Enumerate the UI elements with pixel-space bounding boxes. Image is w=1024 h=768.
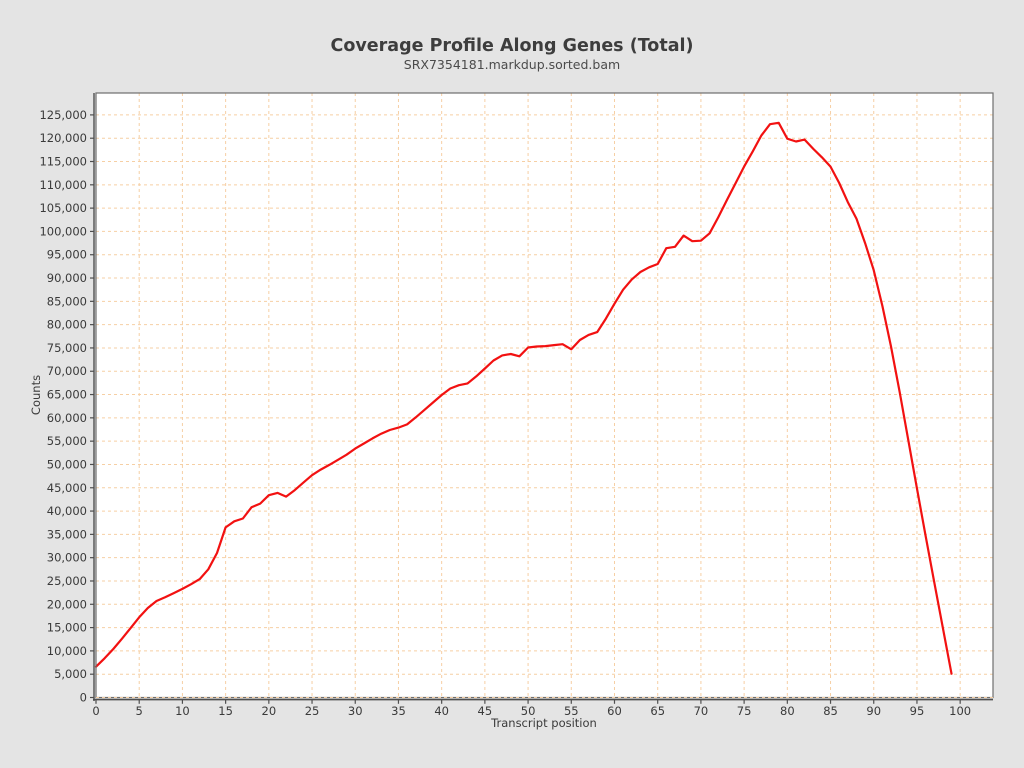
y-tick-label: 70,000 [47, 364, 87, 378]
plot-border [95, 92, 994, 699]
y-tick-label: 55,000 [47, 434, 87, 448]
y-tick-label: 120,000 [39, 131, 87, 145]
x-tick-label: 20 [262, 704, 277, 718]
x-tick-label: 65 [650, 704, 665, 718]
x-tick-label: 10 [175, 704, 190, 718]
x-tick-label: 60 [607, 704, 622, 718]
x-tick-label: 45 [478, 704, 493, 718]
y-tick-label: 100,000 [39, 224, 87, 238]
plot-area [96, 93, 993, 698]
y-tick-label: 10,000 [47, 644, 87, 658]
x-tick-label: 40 [434, 704, 449, 718]
x-tick-label: 5 [136, 704, 143, 718]
y-tick-label: 45,000 [47, 481, 87, 495]
y-tick-label: 125,000 [39, 108, 87, 122]
y-tick-label: 35,000 [47, 527, 87, 541]
x-tick-label: 75 [737, 704, 752, 718]
x-tick-label: 90 [866, 704, 881, 718]
y-tick-label: 15,000 [47, 621, 87, 635]
y-tick-label: 85,000 [47, 294, 87, 308]
y-tick-label: 40,000 [47, 504, 87, 518]
x-tick-label: 25 [305, 704, 320, 718]
x-tick-label: 30 [348, 704, 363, 718]
y-tick-label: 105,000 [39, 201, 87, 215]
y-tick-label: 90,000 [47, 271, 87, 285]
y-tick-label: 65,000 [47, 388, 87, 402]
x-tick-label: 95 [910, 704, 925, 718]
chart-title: Coverage Profile Along Genes (Total) [331, 36, 694, 56]
y-tick-label: 75,000 [47, 341, 87, 355]
y-tick-label: 25,000 [47, 574, 87, 588]
x-tick-label: 0 [92, 704, 99, 718]
x-tick-label: 50 [521, 704, 536, 718]
x-tick-label: 55 [564, 704, 579, 718]
x-tick-label: 35 [391, 704, 406, 718]
coverage-line [94, 121, 953, 675]
y-tick-label: 95,000 [47, 248, 87, 262]
x-tick-label: 70 [694, 704, 709, 718]
y-axis-title: Counts [29, 375, 43, 415]
tick-labels: 0 5,000 10,000 15,000 20,000 25,000 30,000 35,0… [39, 108, 971, 718]
x-tick-label: 100 [949, 704, 971, 718]
x-tick-label: 15 [218, 704, 233, 718]
y-tick-label: 60,000 [47, 411, 87, 425]
y-tick-label: 5,000 [54, 667, 87, 681]
y-tick-label: 50,000 [47, 457, 87, 471]
x-tick-label: 85 [823, 704, 838, 718]
y-tick-label: 115,000 [39, 155, 87, 169]
chart-subtitle: SRX7354181.markdup.sorted.bam [404, 57, 620, 72]
series-lines [94, 121, 953, 675]
y-tick-label: 80,000 [47, 318, 87, 332]
tick-marks [90, 114, 961, 704]
y-tick-label: 0 [80, 691, 87, 705]
y-tick-label: 20,000 [47, 597, 87, 611]
axis-lines [93, 93, 993, 701]
x-axis-title: Transcript position [490, 716, 597, 730]
y-tick-label: 110,000 [39, 178, 87, 192]
x-tick-label: 80 [780, 704, 795, 718]
y-tick-label: 30,000 [47, 551, 87, 565]
